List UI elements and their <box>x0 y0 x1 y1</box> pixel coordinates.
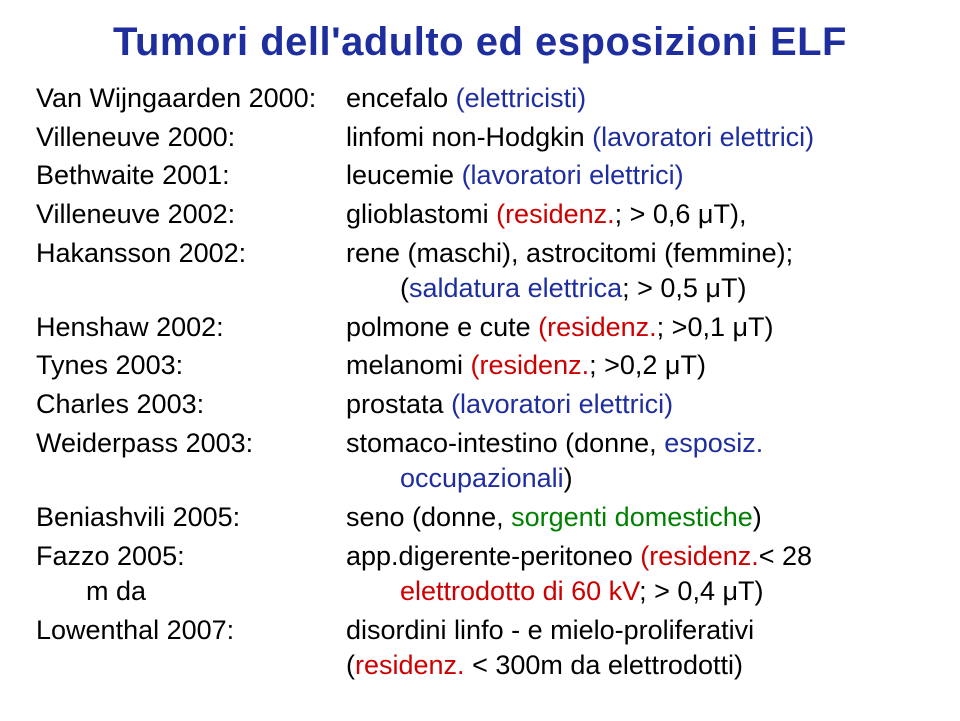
entry-value: prostata (lavoratori elettrici) <box>346 387 924 423</box>
entry-text: linfomi non-Hodgkin <box>346 122 592 152</box>
entry-source: (residenz. <box>471 350 590 380</box>
entry-label: Hakansson 2002: <box>36 236 346 272</box>
entry-label-text: Fazzo 2005: <box>36 541 185 571</box>
entry-row: Charles 2003: prostata (lavoratori elett… <box>36 387 924 423</box>
entry-source: (elettricisti) <box>456 83 587 113</box>
entry-source: (residenz. <box>640 541 759 571</box>
entry-text: app.digerente-peritoneo <box>346 541 640 571</box>
entry-text: melanomi <box>346 350 471 380</box>
entry-detail: ; >0,1 μT) <box>657 312 774 342</box>
entry-text: prostata <box>346 389 451 419</box>
entry-row: Weiderpass 2003: stomaco-intestino (donn… <box>36 426 924 497</box>
entry-detail: < 28 <box>759 541 812 571</box>
entry-value: leucemie (lavoratori elettrici) <box>346 158 924 194</box>
entry-value: glioblastomi (residenz.; > 0,6 μT), <box>346 197 924 233</box>
entry-row: Van Wijngaarden 2000: encefalo (elettric… <box>36 81 924 117</box>
entry-detail: ; >0,2 μT) <box>589 350 706 380</box>
entry-value: stomaco-intestino (donne, esposiz. occup… <box>346 426 924 497</box>
entry-row: Bethwaite 2001: leucemie (lavoratori ele… <box>36 158 924 194</box>
entry-label: Beniashvili 2005: <box>36 500 346 536</box>
entry-text: polmone e cute <box>346 312 538 342</box>
entry-row: Hakansson 2002: rene (maschi), astrocito… <box>36 236 924 307</box>
entry-value: rene (maschi), astrocitomi (femmine); (s… <box>346 236 924 307</box>
entry-text: stomaco-intestino (donne, <box>346 428 664 458</box>
entry-text: rene (maschi), astrocitomi (femmine); <box>346 238 793 268</box>
entry-value: polmone e cute (residenz.; >0,1 μT) <box>346 310 924 346</box>
entry-source: esposiz. <box>664 428 763 458</box>
entry-text: ; > 0,4 μT) <box>639 576 763 606</box>
entry-text: < 300m da elettrodotti) <box>472 650 743 680</box>
entry-row: Fazzo 2005: m da app.digerente-peritoneo… <box>36 539 924 610</box>
entry-text: encefalo <box>346 83 456 113</box>
entry-source: occupazionali <box>400 463 564 493</box>
entry-source: (residenz. <box>496 199 615 229</box>
entry-label: Henshaw 2002: <box>36 310 346 346</box>
entry-source: sorgenti domestiche <box>511 502 753 532</box>
entry-value: seno (donne, sorgenti domestiche) <box>346 500 924 536</box>
entry-label: Charles 2003: <box>36 387 346 423</box>
entry-list: Van Wijngaarden 2000: encefalo (elettric… <box>36 81 924 684</box>
entry-row: Henshaw 2002: polmone e cute (residenz.;… <box>36 310 924 346</box>
entry-text: ( <box>346 650 355 680</box>
entry-label: Bethwaite 2001: <box>36 158 346 194</box>
entry-text: ; > 0,5 μT) <box>622 273 746 303</box>
entry-value: encefalo (elettricisti) <box>346 81 924 117</box>
entry-row: Tynes 2003: melanomi (residenz.; >0,2 μT… <box>36 348 924 384</box>
entry-source: residenz. <box>355 650 472 680</box>
entry-text: leucemie <box>346 160 462 190</box>
entry-label-cont: m da <box>36 574 346 610</box>
entry-row: Lowenthal 2007: disordini linfo - e miel… <box>36 613 924 684</box>
entry-source: (lavoratori elettrici) <box>592 122 814 152</box>
slide: Tumori dell'adulto ed esposizioni ELF Va… <box>0 0 960 721</box>
entry-continuation: occupazionali) <box>346 461 924 497</box>
entry-continuation: elettrodotto di 60 kV; > 0,4 μT) <box>346 574 924 610</box>
entry-value: linfomi non-Hodgkin (lavoratori elettric… <box>346 120 924 156</box>
entry-text: glioblastomi <box>346 199 496 229</box>
entry-text: seno (donne, <box>346 502 511 532</box>
entry-row: Beniashvili 2005: seno (donne, sorgenti … <box>36 500 924 536</box>
entry-detail: ; > 0,6 μT), <box>615 199 747 229</box>
entry-value: melanomi (residenz.; >0,2 μT) <box>346 348 924 384</box>
entry-text: ) <box>564 463 573 493</box>
entry-source: (residenz. <box>538 312 657 342</box>
entry-label: Villeneuve 2000: <box>36 120 346 156</box>
entry-continuation: (residenz. < 300m da elettrodotti) <box>346 648 924 684</box>
entry-label: Lowenthal 2007: <box>36 613 346 649</box>
entry-label: Villeneuve 2002: <box>36 197 346 233</box>
entry-text: disordini linfo - e mielo-proliferativi <box>346 615 754 645</box>
entry-source: (lavoratori elettrici) <box>451 389 673 419</box>
entry-row: Villeneuve 2002: glioblastomi (residenz.… <box>36 197 924 233</box>
entry-text: ) <box>753 502 762 532</box>
entry-text: ( <box>400 273 409 303</box>
entry-source: saldatura elettrica <box>409 273 622 303</box>
entry-label: Fazzo 2005: m da <box>36 539 346 610</box>
entry-label: Weiderpass 2003: <box>36 426 346 462</box>
entry-source: elettrodotto di 60 kV <box>400 576 639 606</box>
entry-value: disordini linfo - e mielo-proliferativi … <box>346 613 924 684</box>
entry-value: app.digerente-peritoneo (residenz.< 28 e… <box>346 539 924 610</box>
entry-label: Van Wijngaarden 2000: <box>36 81 346 117</box>
entry-continuation: (saldatura elettrica; > 0,5 μT) <box>346 271 924 307</box>
slide-title: Tumori dell'adulto ed esposizioni ELF <box>36 20 924 65</box>
entry-label: Tynes 2003: <box>36 348 346 384</box>
entry-row: Villeneuve 2000: linfomi non-Hodgkin (la… <box>36 120 924 156</box>
entry-source: (lavoratori elettrici) <box>462 160 684 190</box>
